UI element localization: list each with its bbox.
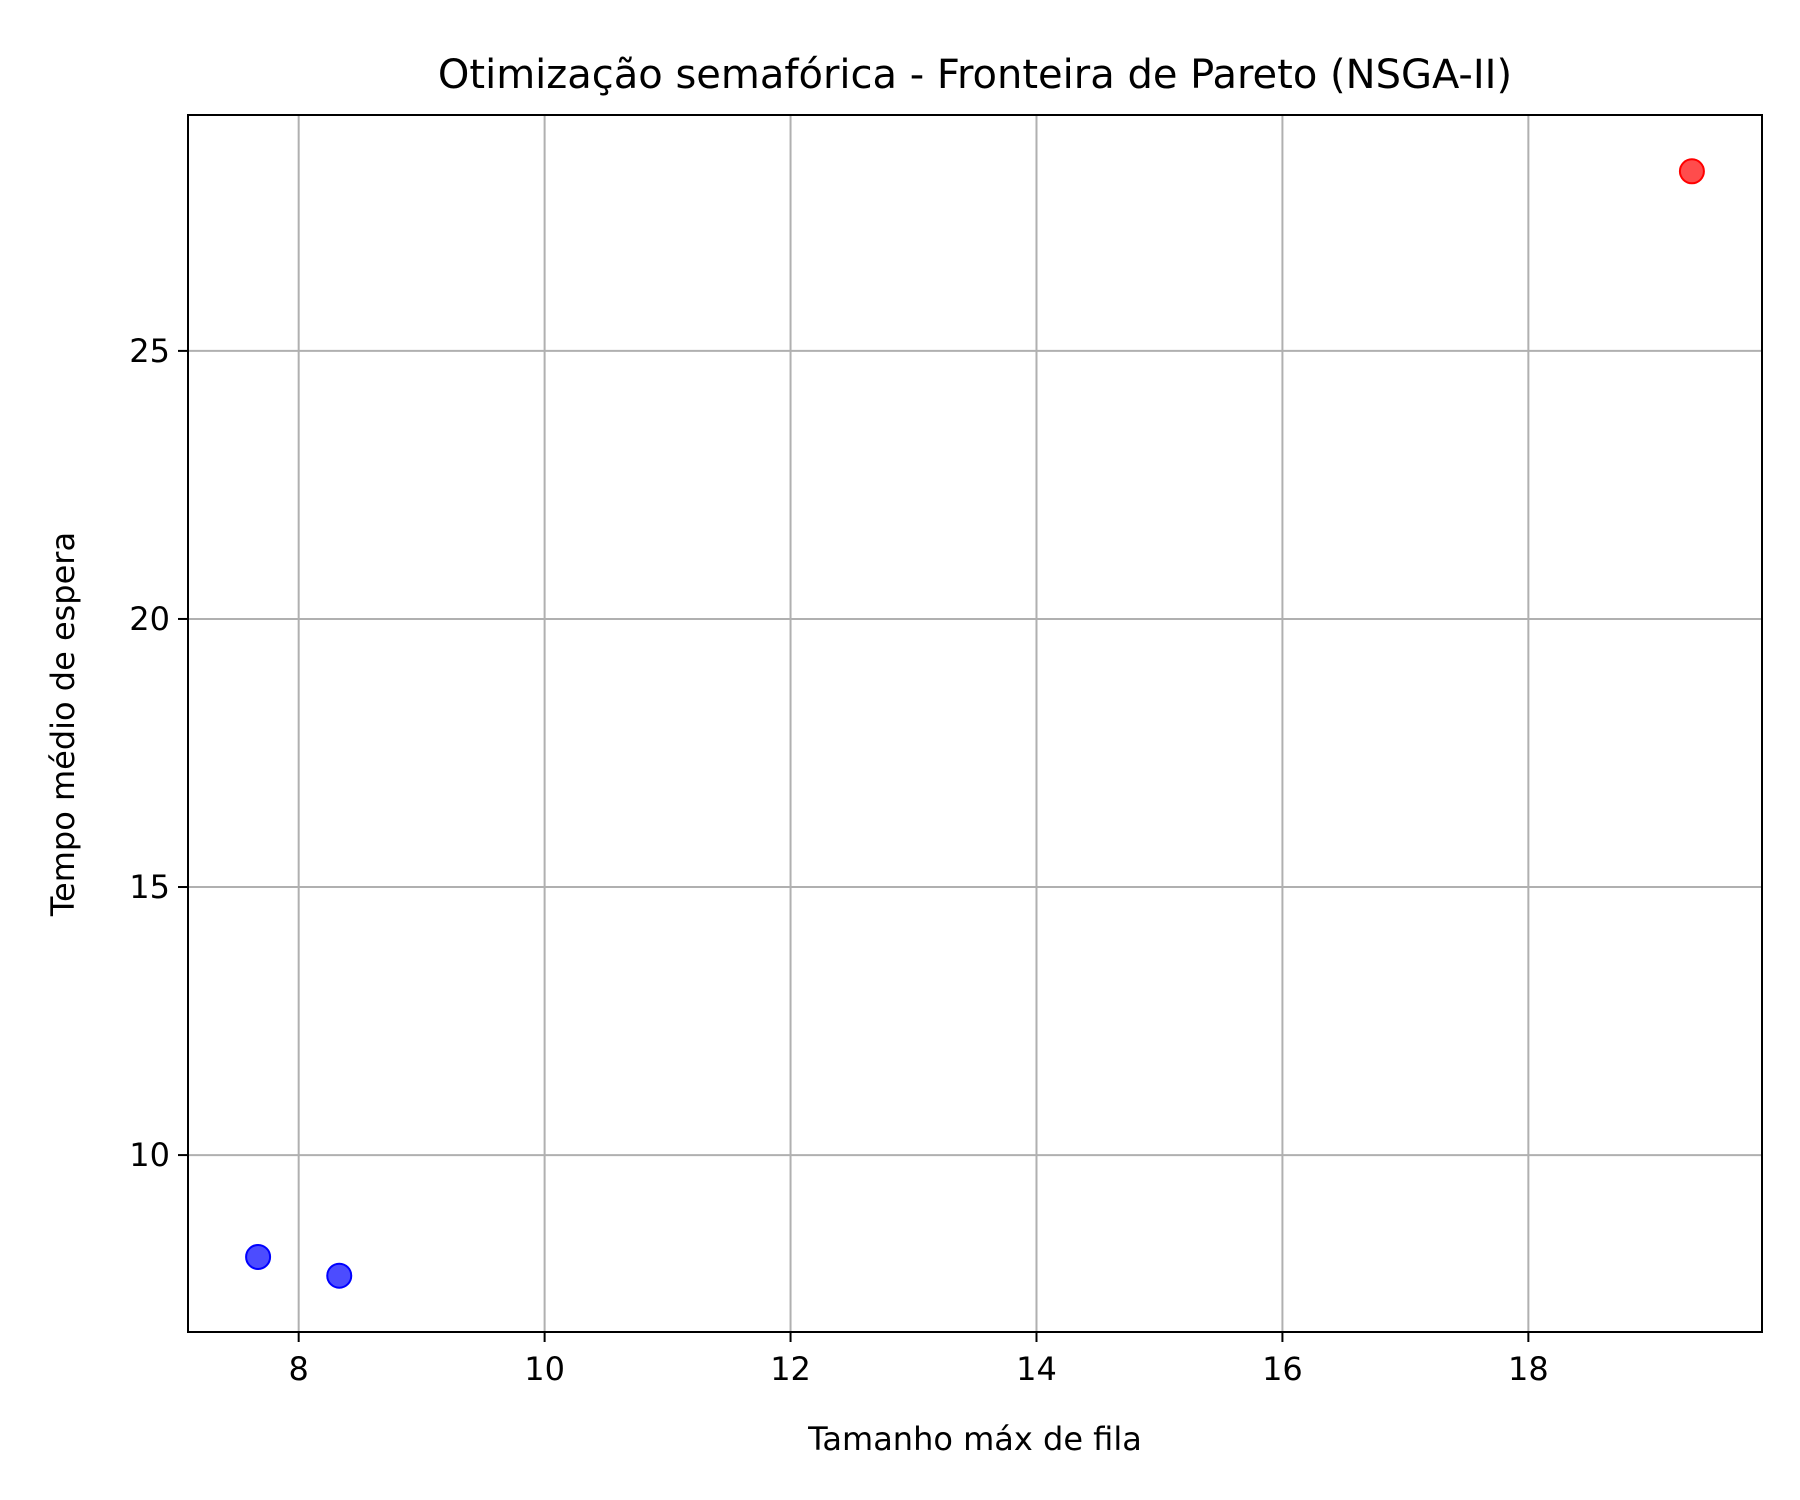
x-tick-label: 12 (770, 1350, 811, 1388)
y-tick-label: 20 (129, 600, 170, 638)
data-point (245, 1243, 272, 1270)
y-tick-label: 15 (129, 868, 170, 906)
x-tick-label: 16 (1262, 1350, 1303, 1388)
x-tick-label: 10 (524, 1350, 565, 1388)
x-axis-label: Tamanho máx de fila (807, 1420, 1142, 1458)
x-tick-label: 8 (288, 1350, 308, 1388)
data-points (245, 158, 1705, 1289)
x-tick-label: 18 (1508, 1350, 1549, 1388)
chart-title: Otimização semafórica - Fronteira de Par… (438, 52, 1512, 98)
x-axis-ticks: 8 10 12 14 16 18 (288, 1332, 1549, 1388)
y-axis-ticks: 10 15 20 25 (129, 332, 188, 1174)
plot-frame (187, 114, 1763, 1333)
y-axis-label: Tempo médio de espera (44, 532, 82, 917)
grid-lines (188, 115, 1762, 1332)
y-tick-label: 10 (129, 1136, 170, 1174)
data-point (326, 1262, 353, 1289)
x-tick-label: 14 (1016, 1350, 1057, 1388)
y-tick-label: 25 (129, 332, 170, 370)
data-point (1678, 158, 1705, 185)
